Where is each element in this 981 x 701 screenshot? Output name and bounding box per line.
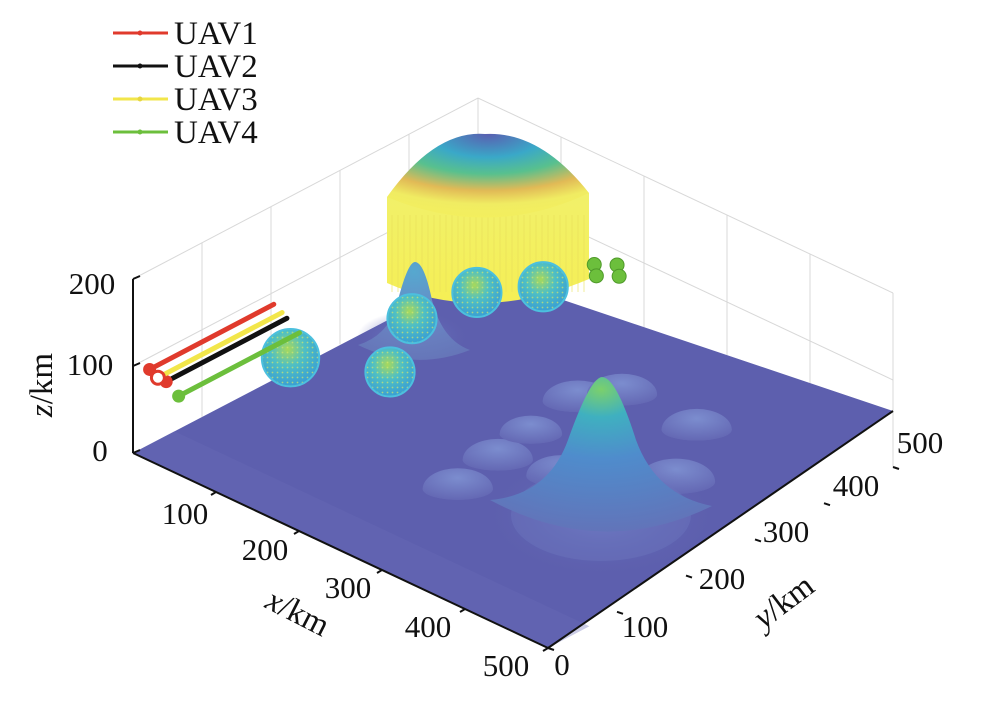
y-axis-label: y/km [744, 568, 821, 638]
y-tick-0: 0 [554, 647, 570, 682]
uav-trajectories [143, 301, 302, 403]
legend-entry-uav1: UAV1 [113, 16, 258, 52]
x-tick-mark [459, 608, 466, 613]
tick-marks [132, 275, 900, 652]
x-tick-mark [293, 530, 300, 535]
target-point-2 [611, 268, 627, 284]
y-tick-300: 300 [763, 514, 810, 549]
x-tick-500: 500 [483, 648, 530, 683]
floor-shading [133, 431, 590, 648]
floor-edge-shade [133, 431, 590, 648]
sphere-rim-3 [451, 266, 503, 319]
x-tick-mark [376, 569, 383, 574]
dome-5 [661, 408, 732, 441]
y-tick-100: 100 [622, 609, 669, 644]
x-tick-400: 400 [405, 609, 452, 644]
y-tick-mark [823, 502, 831, 507]
sphere-rim-0 [260, 327, 321, 388]
z-tick-100: 100 [67, 347, 114, 382]
y-tick-mark [547, 647, 555, 651]
x-tick-200: 200 [242, 532, 289, 567]
target-points [586, 257, 627, 284]
sphere-rim-2 [386, 293, 438, 345]
y-tick-mark [616, 610, 624, 615]
z-tick-0: 0 [92, 433, 108, 468]
peak-obstacle-right [489, 377, 713, 575]
y-tick-mark [892, 466, 900, 470]
x-tick-300: 300 [325, 570, 372, 605]
sphere-mesh-1 [365, 347, 415, 397]
legend-label-uav3: UAV3 [174, 82, 258, 118]
x-tick-mark [210, 491, 217, 496]
sphere-rim-1 [364, 346, 416, 398]
grid-line [132, 97, 894, 294]
z-tick-mark [132, 275, 141, 280]
trajectory-uav1 [147, 301, 277, 372]
start-point-uav3 [149, 369, 166, 386]
y-tick-400: 400 [833, 468, 880, 503]
y-tick-mark [754, 538, 762, 543]
trajectory-uav2 [163, 315, 290, 385]
y-tick-200: 200 [699, 561, 746, 596]
trajectory-uav3 [155, 310, 285, 381]
y-tick-500: 500 [897, 425, 944, 460]
legend-entry-uav3: UAV3 [113, 82, 258, 118]
z-tick-200: 200 [69, 266, 116, 301]
sphere-mesh-4 [518, 262, 568, 312]
dome-1 [462, 438, 533, 471]
target-point-3 [588, 268, 604, 284]
legend: UAV1 UAV2 UAV3 UAV4 [113, 16, 258, 151]
trajectory-uav4 [176, 330, 302, 399]
dome-0 [422, 468, 493, 500]
z-tick-mark [132, 449, 141, 454]
legend-label-uav2: UAV2 [174, 49, 258, 85]
z-tick-mark [132, 362, 141, 367]
z-axis-label: z/km [24, 353, 60, 419]
sphere-mesh-2 [387, 294, 437, 344]
x-tick-mark [542, 647, 549, 652]
x-tick-100: 100 [162, 496, 209, 531]
sphere-rim-4 [517, 261, 569, 313]
legend-label-uav1: UAV1 [174, 16, 258, 52]
legend-entry-uav4: UAV4 [113, 115, 258, 151]
dome-7 [499, 415, 563, 444]
start-point-uav4 [172, 389, 186, 403]
legend-entry-uav2: UAV2 [113, 49, 258, 85]
sphere-mesh-3 [452, 267, 502, 318]
y-tick-mark [685, 574, 693, 579]
legend-label-uav4: UAV4 [174, 115, 258, 151]
